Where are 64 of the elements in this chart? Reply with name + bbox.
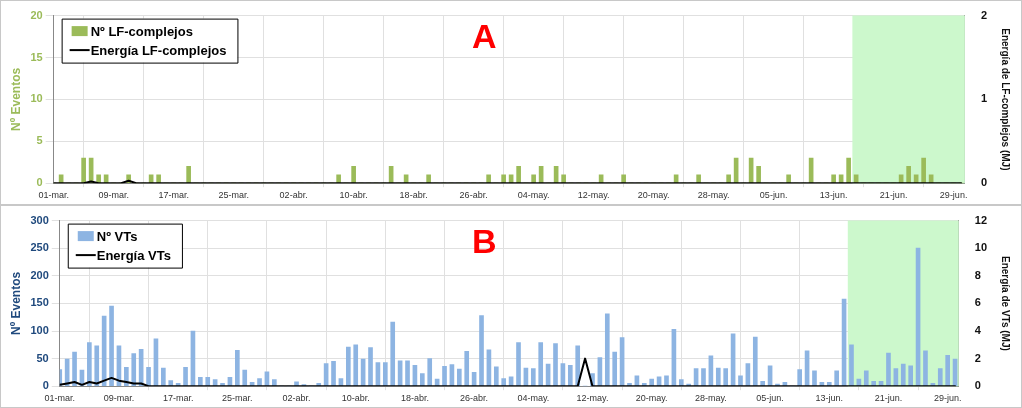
x-tick-label: 12-may. <box>576 393 609 404</box>
y-tick-label: 0 <box>36 176 43 189</box>
legend-label: Energía LF-complejos <box>90 42 227 58</box>
x-tick-label: 13-jun. <box>819 190 848 201</box>
y-tick-label: 5 <box>36 134 43 147</box>
x-tick-label: 01-mar. <box>38 190 69 201</box>
x-tick-label: 21-jun. <box>879 190 908 201</box>
x-tick-label: 17-mar. <box>158 190 189 201</box>
y-tick-label: 50 <box>36 351 49 364</box>
y2-tick-label: 1 <box>980 92 988 105</box>
x-tick-label: 05-jun. <box>759 190 788 201</box>
legend-label: Nº LF-complejos <box>90 23 193 39</box>
y2-tick-label: 10 <box>974 241 988 254</box>
y2-tick-label: 2 <box>980 8 988 21</box>
y2-tick-label: 6 <box>974 296 981 309</box>
y-tick-label: 20 <box>30 8 43 21</box>
x-tick-label: 17-mar. <box>162 393 194 404</box>
y-axis-title: Nº Eventos <box>8 67 23 131</box>
y2-tick-label: 0 <box>980 176 988 189</box>
x-tick-label: 29-jun. <box>933 393 962 404</box>
y-tick-label: 200 <box>30 268 49 281</box>
x-tick-label: 18-abr. <box>399 190 428 201</box>
y2-tick-label: 2 <box>974 351 981 364</box>
x-tick-label: 28-may. <box>694 393 727 404</box>
x-tick-label: 26-abr. <box>460 393 489 404</box>
x-tick-label: 21-jun. <box>874 393 903 404</box>
annotation: A <box>471 16 497 55</box>
y-tick-label: 250 <box>30 241 49 254</box>
x-tick-label: 01-mar. <box>44 393 76 404</box>
x-tick-label: 09-mar. <box>103 393 135 404</box>
y2-axis-title: Energía de VTs (MJ) <box>1000 255 1012 351</box>
y2-tick-label: 8 <box>974 268 981 281</box>
x-tick-label: 12-may. <box>577 190 610 201</box>
x-tick-label: 25-mar. <box>218 190 249 201</box>
x-tick-label: 20-may. <box>635 393 668 404</box>
x-tick-label: 10-abr. <box>341 393 370 404</box>
x-tick-label: 18-abr. <box>400 393 429 404</box>
y-tick-label: 15 <box>30 50 43 63</box>
x-tick-label: 02-abr. <box>282 393 311 404</box>
annotation: B <box>471 221 497 260</box>
y-tick-label: 0 <box>42 379 49 392</box>
x-tick-label: 02-abr. <box>279 190 308 201</box>
y-axis-title: Nº Eventos <box>8 271 23 335</box>
y-tick-label: 300 <box>30 213 49 226</box>
x-tick-label: 20-may. <box>637 190 670 201</box>
y2-tick-label: 4 <box>974 324 982 337</box>
x-tick-label: 04-may. <box>517 190 550 201</box>
x-tick-label: 04-may. <box>517 393 550 404</box>
x-tick-label: 26-abr. <box>459 190 488 201</box>
x-tick-label: 25-mar. <box>222 393 253 404</box>
legend-label: Energía VTs <box>96 247 171 263</box>
x-tick-label: 09-mar. <box>98 190 129 201</box>
x-tick-label: 29-jun. <box>939 190 968 201</box>
y2-axis-title: Energía de LF-complejos (MJ) <box>1000 28 1012 171</box>
y-tick-label: 100 <box>30 324 49 337</box>
y2-tick-label: 12 <box>974 213 988 226</box>
y-tick-label: 150 <box>30 296 49 309</box>
x-tick-label: 05-jun. <box>756 393 784 404</box>
y-tick-label: 10 <box>30 92 43 105</box>
legend-label: Nº VTs <box>96 228 138 244</box>
x-tick-label: 10-abr. <box>339 190 368 201</box>
x-tick-label: 13-jun. <box>815 393 844 404</box>
x-tick-label: 28-may. <box>697 190 730 201</box>
y2-tick-label: 0 <box>974 379 981 392</box>
